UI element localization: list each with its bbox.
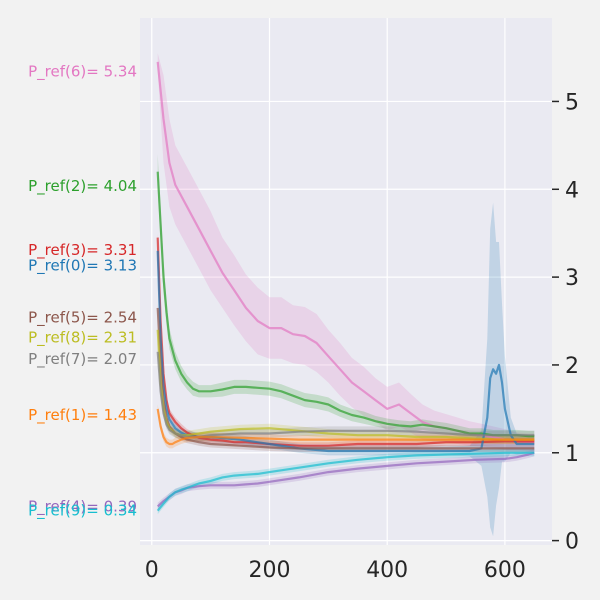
x-axis-ticks: 0 200 400 600 — [145, 558, 526, 583]
ref-label-7: P_ref(1)= 1.43 — [28, 406, 137, 425]
x-tick-label: 200 — [248, 558, 290, 583]
series-line-2 — [156, 171, 535, 438]
x-tick-label: 0 — [145, 558, 159, 583]
confidence-band-6 — [157, 53, 535, 451]
ref-label-5: P_ref(8)= 2.31 — [28, 329, 137, 348]
y-tick-label: 0 — [565, 530, 579, 555]
ref-label-3: P_ref(0)= 3.13 — [28, 257, 137, 276]
x-tick-label: 600 — [484, 558, 526, 583]
series-line-1 — [156, 408, 535, 446]
series-line-7 — [156, 351, 535, 439]
reference-labels: P_ref(6)= 5.34 P_ref(2)= 4.04 P_ref(3)= 3.… — [28, 63, 137, 521]
confidence-band-7 — [157, 347, 535, 442]
ref-label-0: P_ref(6)= 5.34 — [28, 63, 137, 82]
ref-label-4: P_ref(5)= 2.54 — [28, 309, 137, 328]
plot-background — [140, 18, 552, 545]
y-tick-label: 1 — [565, 442, 579, 467]
series-line-0 — [156, 250, 535, 453]
y-tick-label: 2 — [565, 354, 579, 379]
series-line-9 — [156, 451, 535, 512]
ref-label-9: P_ref(9)= 0.34 — [28, 502, 137, 521]
confidence-band-8 — [157, 325, 535, 444]
confidence-band-0 — [157, 202, 535, 537]
y-tick-label: 4 — [565, 178, 579, 203]
series-line-3 — [156, 237, 535, 447]
ref-label-6: P_ref(7)= 2.07 — [28, 350, 137, 369]
series-line-5 — [156, 307, 535, 450]
x-tick-label: 400 — [366, 558, 408, 583]
ref-label-8: P_ref(4)= 0.39 — [28, 497, 137, 516]
grid — [140, 18, 552, 545]
ref-label-1: P_ref(2)= 4.04 — [28, 177, 137, 196]
y-tick-label: 5 — [565, 90, 579, 115]
y-axis-ticks: 0 1 2 3 4 5 — [552, 90, 579, 555]
y-tick-label: 3 — [565, 266, 579, 291]
series-lines — [156, 61, 535, 512]
confidence-band-4 — [157, 449, 535, 510]
ref-label-2: P_ref(3)= 3.31 — [28, 241, 137, 260]
